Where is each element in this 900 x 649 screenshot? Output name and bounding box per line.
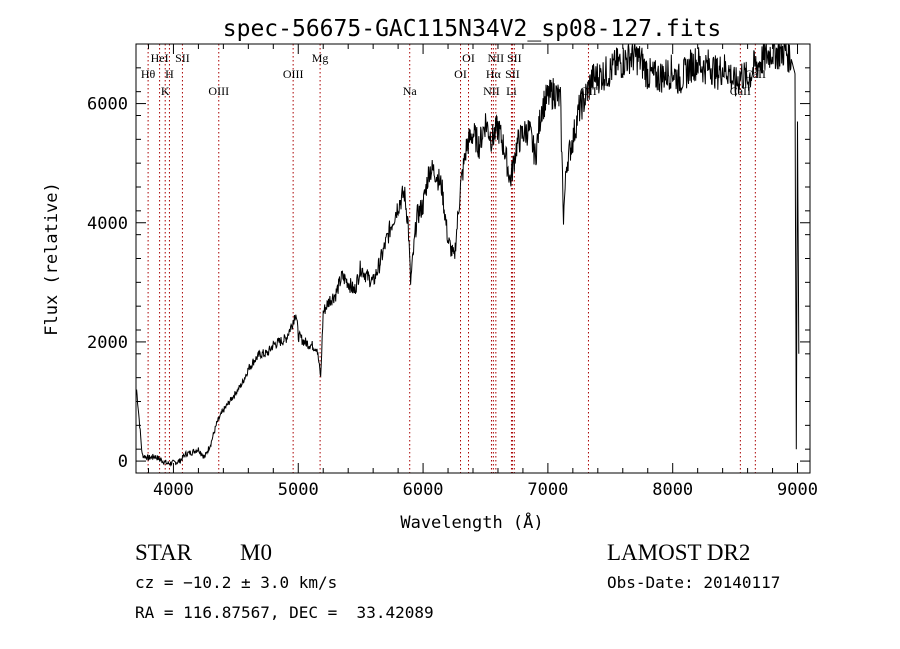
line-marker-label: SII [175,51,190,65]
line-marker-label: OI [462,51,475,65]
obs-date: Obs-Date: 20140117 [607,573,781,592]
spectrum-series-line [136,43,800,467]
x-tick-label: 7000 [527,480,568,500]
x-axis-label: Wavelength (Å) [400,511,543,533]
spectral-line-labels: HθHeIKHSIIOIIIOIIIMgNaOIOINIIHαNIILiSIIS… [141,51,766,98]
y-tick-label: 0 [118,452,128,472]
line-marker-label: OIII [283,67,304,81]
plot-frame [135,43,811,474]
object-class: STAR [135,540,192,565]
line-marker-label: SII [505,67,520,81]
y-axis-label: Flux (relative) [42,182,62,336]
x-tick-label: 5000 [278,480,319,500]
axis-ticks: 4000 5000 6000 7000 8000 9000 0 2000 4000 6000 [87,43,818,500]
line-marker-label: OIII [208,84,229,98]
line-marker-label: Na [403,84,418,98]
line-marker-label: Hα [486,67,502,81]
line-marker-label: HeI [151,51,169,65]
x-tick-label: 9000 [777,480,818,500]
line-marker-label: Li [506,84,517,98]
redshift-readout: cz = −10.2 ± 3.0 km/s [135,573,338,592]
y-tick-label: 4000 [87,214,128,234]
x-tick-label: 6000 [403,480,444,500]
x-tick-label: 8000 [652,480,693,500]
spectral-line-markers [147,44,756,473]
spectral-subclass: M0 [240,540,272,565]
line-marker-label: SII [507,51,522,65]
x-tick-label: 4000 [153,480,194,500]
coordinates: RA = 116.87567, DEC = 33.42089 [135,603,434,622]
y-tick-label: 6000 [87,95,128,115]
line-marker-label: OI [454,67,467,81]
line-marker-label: K [161,84,170,98]
survey-release: LAMOST DR2 [607,540,751,565]
line-marker-label: H [165,67,174,81]
y-tick-label: 2000 [87,333,128,353]
line-marker-label: CaII [730,84,751,98]
line-marker-label: Hθ [141,67,156,81]
chart-title: spec-56675-GAC115N34V2_sp08-127.fits [223,16,722,42]
line-marker-label: NII [488,51,505,65]
line-marker-label: Mg [312,51,329,65]
line-marker-label: NII [483,84,500,98]
